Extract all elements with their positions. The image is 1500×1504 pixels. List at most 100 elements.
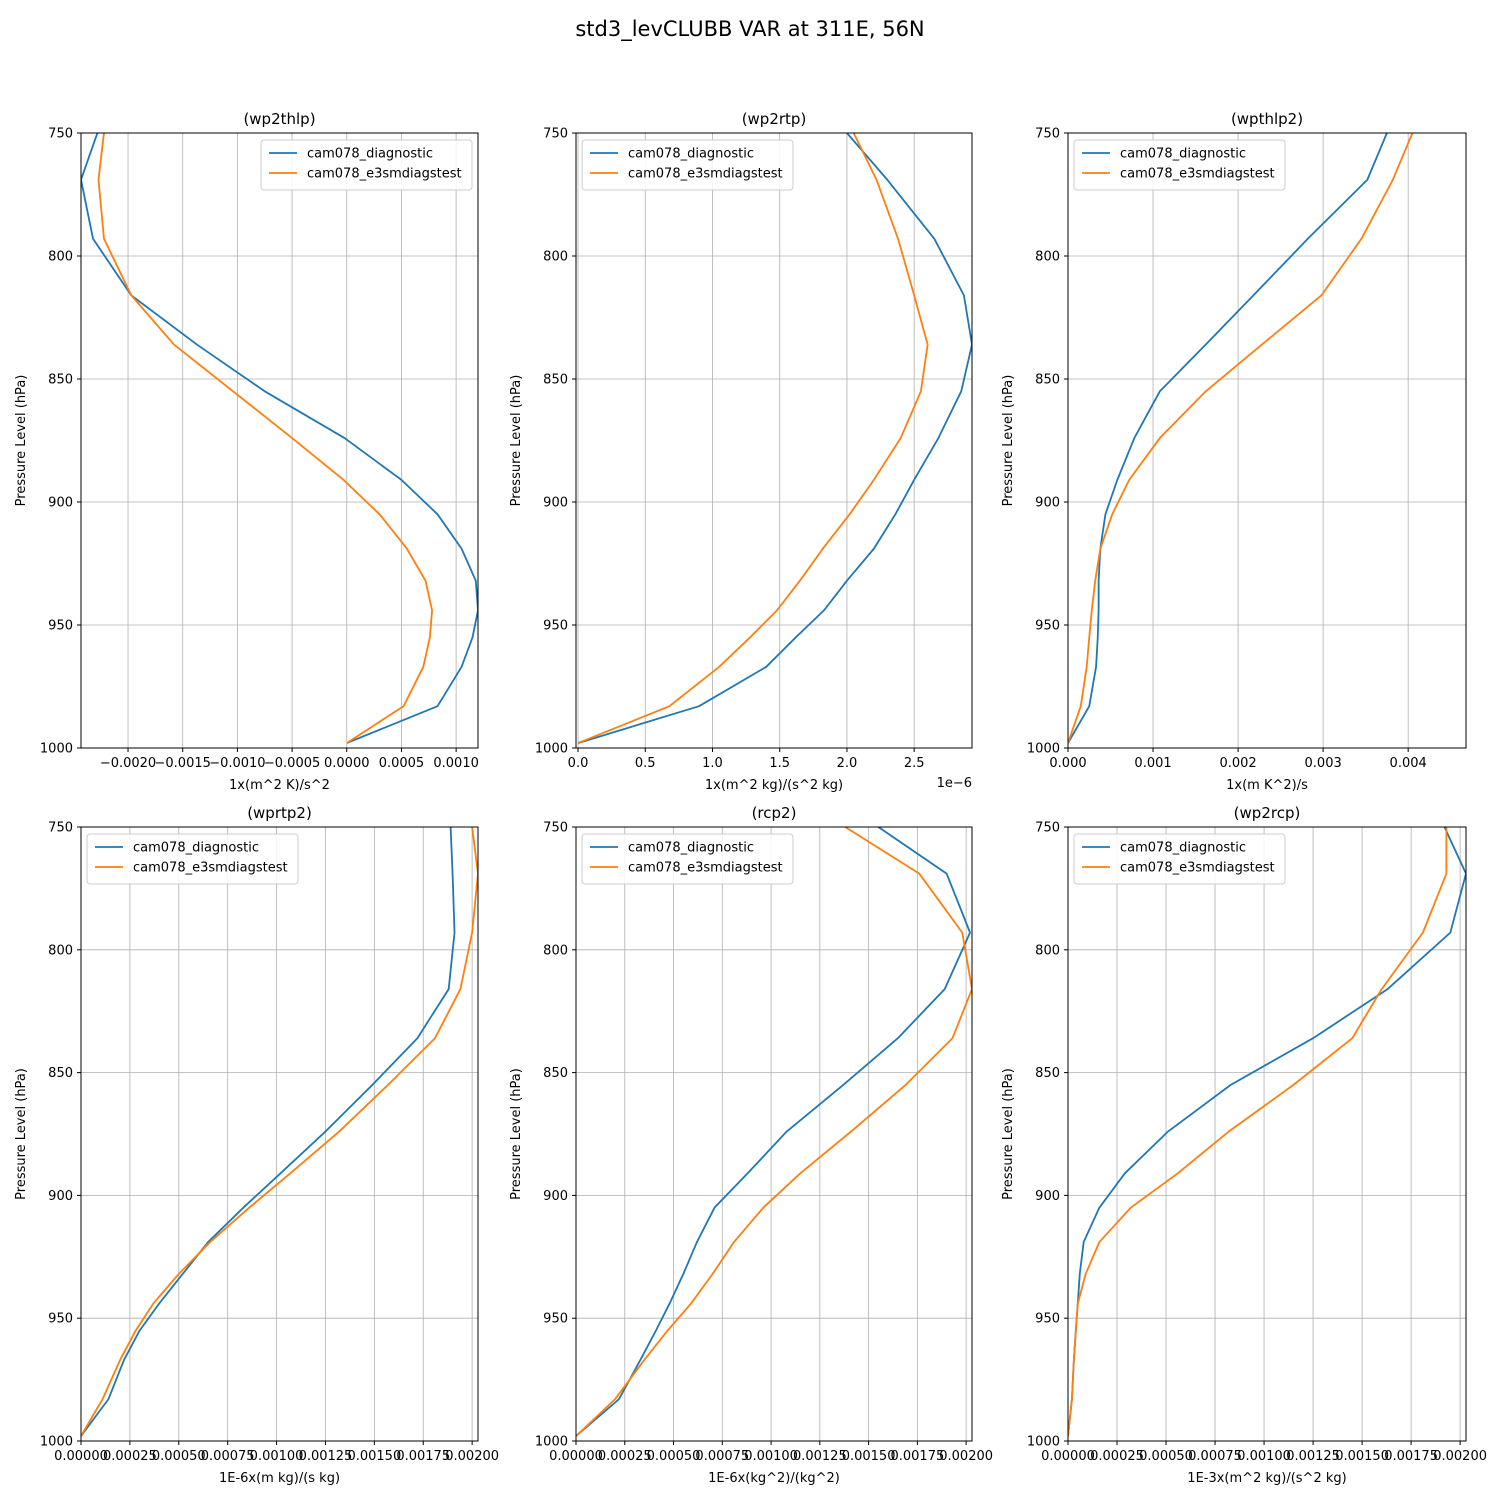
legend-box — [260, 139, 473, 191]
y-tick-label: 900 — [1035, 1189, 1060, 1204]
y-axis-label: Pressure Level (hPa) — [1001, 1068, 1016, 1200]
x-tick-label: 0.00025 — [1090, 1449, 1144, 1464]
y-tick-label: 850 — [48, 373, 73, 388]
x-tick-label: 0.0 — [568, 756, 589, 771]
x-tick-label: −0.0020 — [100, 756, 156, 771]
subplot-5: 0.000000.000250.000500.000750.001000.001… — [509, 804, 993, 1486]
subplot-3: 0.000 0.001 0.002 0.003 0.004 750 800 850 900 950… — [1001, 110, 1467, 793]
y-tick-label: 900 — [1035, 496, 1060, 511]
legend-box — [1073, 833, 1286, 885]
y-tick-label: 900 — [543, 496, 568, 511]
x-tick-label: 0.00050 — [647, 1449, 701, 1464]
y-axis-label: Pressure Level (hPa) — [1001, 375, 1016, 507]
legend-label-cam078_e3smdiagstest: cam078_e3smdiagstest — [628, 861, 783, 876]
y-axis-label: Pressure Level (hPa) — [14, 1068, 29, 1200]
y-tick-label: 800 — [48, 250, 73, 265]
x-tick-label: 0.00075 — [201, 1449, 255, 1464]
x-tick-label: 0.001 — [1134, 756, 1171, 771]
x-tick-label: 1.0 — [702, 756, 723, 771]
x-offset-text: 1e−6 — [937, 776, 972, 791]
y-axis-label: Pressure Level (hPa) — [14, 375, 29, 507]
subplot-title: (wp2rtp) — [742, 110, 807, 128]
x-tick-label: 0.00150 — [347, 1449, 401, 1464]
x-tick-label: 0.0010 — [433, 756, 479, 771]
legend: cam078_diagnostic cam078_e3smdiagstest — [86, 833, 299, 885]
x-axis-label: 1x(m K^2)/s — [1226, 778, 1308, 793]
x-axis-label: 1E-6x(kg^2)/(kg^2) — [708, 1471, 840, 1486]
series-group — [577, 133, 972, 744]
series-line-cam078_diagnostic — [81, 827, 456, 1437]
y-tick-label: 1000 — [40, 1435, 73, 1450]
x-tick-label: 0.00125 — [1286, 1449, 1340, 1464]
x-tick-label: 0.00075 — [1188, 1449, 1242, 1464]
axes-frame — [1067, 826, 1467, 1442]
x-tick-label: 0.00200 — [1433, 1449, 1487, 1464]
series-line-cam078_e3smdiagstest — [576, 827, 972, 1437]
series-line-cam078_diagnostic — [1068, 133, 1388, 744]
y-tick-label: 750 — [543, 821, 568, 836]
series-line-cam078_e3smdiagstest — [1068, 133, 1414, 744]
y-tick-label: 850 — [1035, 373, 1060, 388]
x-tick-label: 0.00075 — [695, 1449, 749, 1464]
y-tick-label: 800 — [543, 250, 568, 265]
x-tick-label: 0.00000 — [54, 1449, 108, 1464]
legend: cam078_diagnostic cam078_e3smdiagstest — [581, 833, 794, 885]
legend-label-cam078_diagnostic: cam078_diagnostic — [307, 147, 433, 162]
y-tick-label: 950 — [1035, 1312, 1060, 1327]
y-tick-label: 1000 — [40, 742, 73, 757]
legend: cam078_diagnostic cam078_e3smdiagstest — [581, 139, 794, 191]
subplot-title: (wp2rcp) — [1234, 804, 1301, 822]
legend: cam078_diagnostic cam078_e3smdiagstest — [1073, 139, 1286, 191]
y-tick-label: 950 — [543, 619, 568, 634]
subplots: −0.0020−0.0015−0.0010−0.0005 0.0000 0.0005… — [14, 110, 1487, 1486]
axes-frame — [575, 132, 973, 749]
series-group — [1068, 133, 1414, 744]
y-tick-label: 800 — [1035, 943, 1060, 958]
x-tick-label: −0.0015 — [155, 756, 211, 771]
x-tick-label: 0.0005 — [379, 756, 425, 771]
y-tick-label: 750 — [48, 127, 73, 142]
subplot-2: 0.0 0.5 1.0 1.5 2.0 2.5 750 800 850 900 950 1000 (wp… — [509, 110, 973, 793]
y-tick-label: 750 — [543, 127, 568, 142]
legend-box — [1073, 139, 1286, 191]
x-axis-label: 1E-6x(m kg)/(s kg) — [219, 1471, 340, 1486]
y-tick-label: 750 — [1035, 821, 1060, 836]
y-tick-label: 950 — [48, 1312, 73, 1327]
y-tick-label: 950 — [1035, 619, 1060, 634]
x-axis-label: 1x(m^2 kg)/(s^2 kg) — [705, 778, 843, 793]
x-tick-label: 0.00000 — [1041, 1449, 1095, 1464]
y-tick-label: 800 — [543, 943, 568, 958]
subplot-4: 0.000000.000250.000500.000750.001000.001… — [14, 804, 499, 1486]
subplot-title: (wpthlp2) — [1231, 110, 1303, 128]
y-tick-label: 1000 — [1027, 1435, 1060, 1450]
subplot-title: (wprtp2) — [247, 804, 312, 822]
x-tick-label: 0.00200 — [445, 1449, 499, 1464]
x-tick-label: 0.003 — [1305, 756, 1342, 771]
x-tick-label: 0.5 — [635, 756, 656, 771]
x-tick-label: −0.0010 — [209, 756, 265, 771]
x-tick-label: 0.004 — [1390, 756, 1427, 771]
y-tick-label: 950 — [48, 619, 73, 634]
x-tick-label: 0.000 — [1049, 756, 1086, 771]
legend-label-cam078_diagnostic: cam078_diagnostic — [1120, 841, 1246, 856]
x-tick-label: 0.00125 — [793, 1449, 847, 1464]
x-tick-label: 2.0 — [837, 756, 858, 771]
legend-label-cam078_diagnostic: cam078_diagnostic — [628, 147, 754, 162]
x-tick-label: 0.00050 — [152, 1449, 206, 1464]
y-tick-label: 900 — [48, 1189, 73, 1204]
x-tick-label: 0.00150 — [842, 1449, 896, 1464]
y-tick-label: 1000 — [535, 742, 568, 757]
x-tick-label: 0.00025 — [598, 1449, 652, 1464]
y-tick-label: 850 — [543, 1066, 568, 1081]
series-line-cam078_e3smdiagstest — [1068, 827, 1448, 1437]
subplot-6: 0.000000.000250.000500.000750.001000.001… — [1001, 804, 1487, 1486]
y-axis-label: Pressure Level (hPa) — [509, 1068, 524, 1200]
axes-frame — [80, 132, 479, 749]
x-tick-label: 0.00100 — [744, 1449, 798, 1464]
y-tick-label: 850 — [48, 1066, 73, 1081]
x-tick-label: 2.5 — [904, 756, 925, 771]
x-tick-label: 0.00200 — [939, 1449, 993, 1464]
axes-frame — [1067, 132, 1467, 749]
legend-box — [581, 139, 794, 191]
